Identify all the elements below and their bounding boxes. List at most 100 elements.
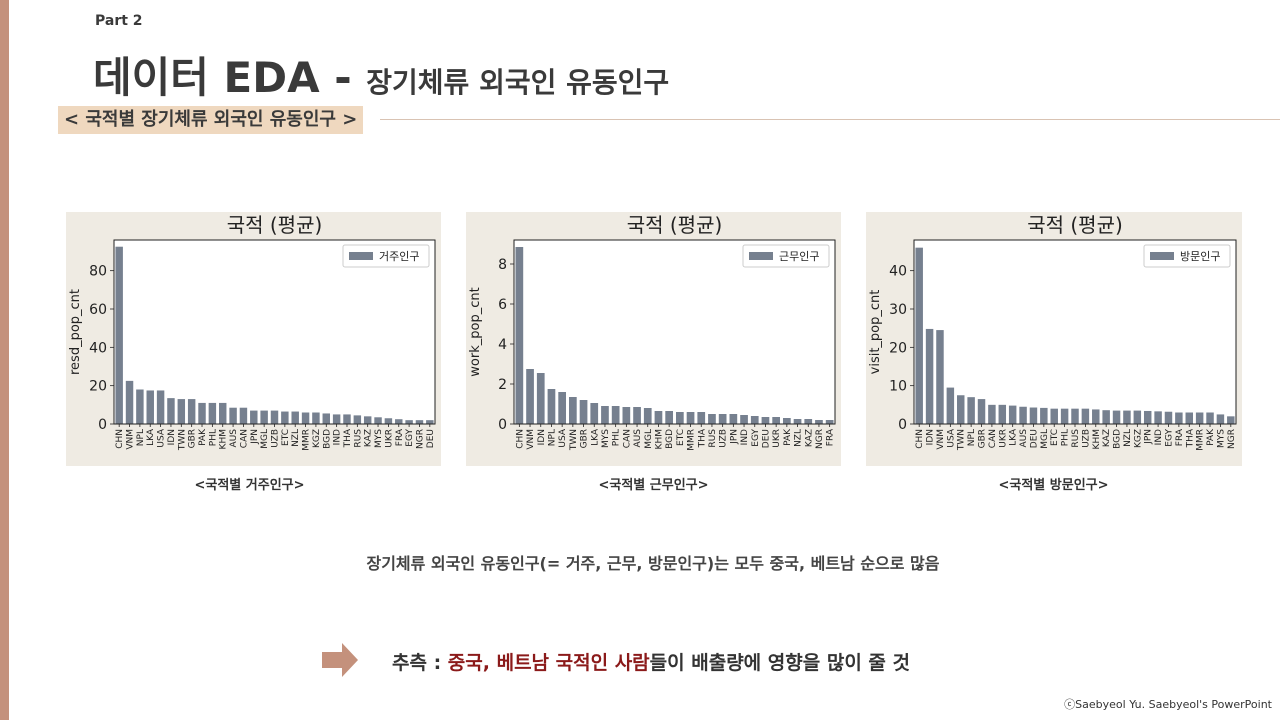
x-tick-label: MYS (374, 429, 384, 448)
x-tick-label: CAN (622, 429, 632, 448)
bar-kgz (312, 412, 320, 424)
bar-idn (167, 398, 175, 424)
y-tick-label: 40 (889, 264, 907, 280)
bar-vnm (125, 380, 134, 424)
bar-ukr (384, 418, 393, 424)
bar-vnm (936, 330, 944, 424)
bar-etc (281, 411, 289, 424)
conclusion-separator: : (426, 652, 448, 674)
visit-chart: 국적 (평균) CHN IDN VNM USA TWN NPL GBR CAN UKR LKA AUS… (868, 213, 1237, 451)
x-tick-label: UKR (384, 429, 394, 448)
bar-ngr (1227, 416, 1235, 424)
section-heading: < 국적별 장기체류 외국인 유동인구 > (58, 106, 364, 134)
y-tick-label: 2 (498, 377, 507, 393)
plot-area (514, 240, 835, 424)
bar-aus (229, 407, 237, 424)
chart-panel-residence: 국적 (평균) CHN VNM NPL LKA USA IDN TWN GBR PAK PHL KHM… (66, 212, 441, 466)
legend-label: 근무인구 (779, 250, 819, 263)
x-tick-label: KHM (1092, 429, 1102, 449)
x-tick-label: FRA (1175, 428, 1185, 446)
summary-text: 장기체류 외국인 유동인구(= 거주, 근무, 방문인구)는 모두 중국, 베트… (366, 554, 940, 573)
bar-mgl (643, 408, 652, 424)
part-label: Part 2 (95, 13, 143, 29)
bar-mmr (301, 412, 310, 424)
x-tick-label: UZB (271, 429, 281, 448)
x-tick-label: MGL (644, 429, 654, 449)
bar-twn (568, 397, 577, 424)
bar-vnm (526, 369, 534, 424)
x-tick-label: AUS (229, 429, 239, 448)
bar-mgl (1040, 407, 1048, 424)
y-tick-label: 6 (498, 297, 507, 313)
y-tick-label: 8 (498, 257, 507, 273)
x-tick-label: IDN (926, 429, 936, 445)
bar-phl (208, 402, 217, 424)
caption-visit: <국적별 방문인구> (998, 478, 1109, 493)
plot-frame (513, 239, 836, 425)
bar-gbr (977, 399, 986, 424)
bar-ngr (415, 420, 424, 424)
bar-npl (136, 389, 144, 424)
bar-lka (590, 403, 599, 424)
plot-frame (113, 239, 436, 425)
bar-mgl (260, 410, 268, 424)
bar-gbr (187, 399, 196, 424)
x-tick-label: GBR (580, 429, 590, 448)
bar-idn (925, 328, 934, 424)
x-tick-label: VNM (126, 429, 136, 450)
bar-mys (601, 406, 609, 424)
x-tick-label: PAK (783, 428, 793, 446)
bar-nzl (793, 419, 802, 424)
x-tick-label: IDN (167, 429, 177, 445)
x-tick-label: CAN (988, 429, 998, 448)
x-tick-label: FRA (395, 428, 405, 446)
bar-usa (946, 387, 955, 424)
legend-swatch (1150, 252, 1174, 260)
x-tick-label: KGZ (312, 429, 322, 448)
x-tick-label: MYS (1216, 429, 1226, 448)
bar-ind (740, 415, 748, 424)
x-tick-label: VNM (526, 429, 536, 450)
x-tick-label: IND (740, 429, 750, 445)
x-tick-label: NZL (291, 429, 301, 447)
bar-jpn (729, 414, 738, 424)
bar-rus (1071, 408, 1079, 424)
bar-lka (146, 390, 154, 424)
section-divider (380, 119, 1280, 120)
bar-deu (1029, 407, 1038, 424)
x-tick-label: MGL (1040, 429, 1050, 449)
x-tick-label: KAZ (364, 429, 374, 447)
x-tick-label: ETC (676, 429, 686, 446)
x-tick-label: TWN (177, 429, 187, 451)
conclusion-text: 추측 : 중국, 베트남 국적인 사람들이 배출량에 영향을 많이 줄 것 (392, 648, 910, 675)
x-tick-label: LKA (146, 428, 156, 446)
bar-egy (750, 416, 759, 424)
x-tick-label: JPN (729, 429, 739, 445)
x-tick-label: IND (1154, 429, 1164, 445)
legend-box (1143, 244, 1231, 268)
left-accent-bar (0, 0, 9, 720)
bar-twn (177, 399, 186, 424)
y-tick-label: 20 (89, 379, 107, 395)
bar-ngr (815, 420, 823, 424)
x-tick-label: KAZ (1102, 429, 1112, 447)
bar-mmr (686, 412, 695, 424)
bar-idn (536, 373, 545, 424)
bar-khm (218, 402, 227, 424)
x-tick-label: FRA (826, 428, 836, 446)
bar-khm (654, 411, 663, 424)
x-tick-label: CAN (239, 429, 249, 448)
x-tick-label: THA (1185, 428, 1195, 448)
bar-kaz (804, 419, 813, 424)
bar-khm (1092, 409, 1100, 424)
x-tick-label: MMR (302, 429, 312, 451)
plot-area (114, 240, 435, 424)
x-tick-label: EGY (405, 429, 415, 447)
x-tick-label: CHN (915, 429, 925, 449)
bar-chn (115, 246, 123, 424)
bar-nzl (1123, 410, 1131, 424)
chart-panel-work: 국적 (평균) CHN VNM IDN NPL USA TWN GBR LKA MYS PHL CAN… (466, 212, 841, 466)
bar-pak (1206, 412, 1214, 424)
caption-work: <국적별 근무인구> (598, 478, 709, 493)
x-tick-label: NZL (794, 429, 804, 447)
